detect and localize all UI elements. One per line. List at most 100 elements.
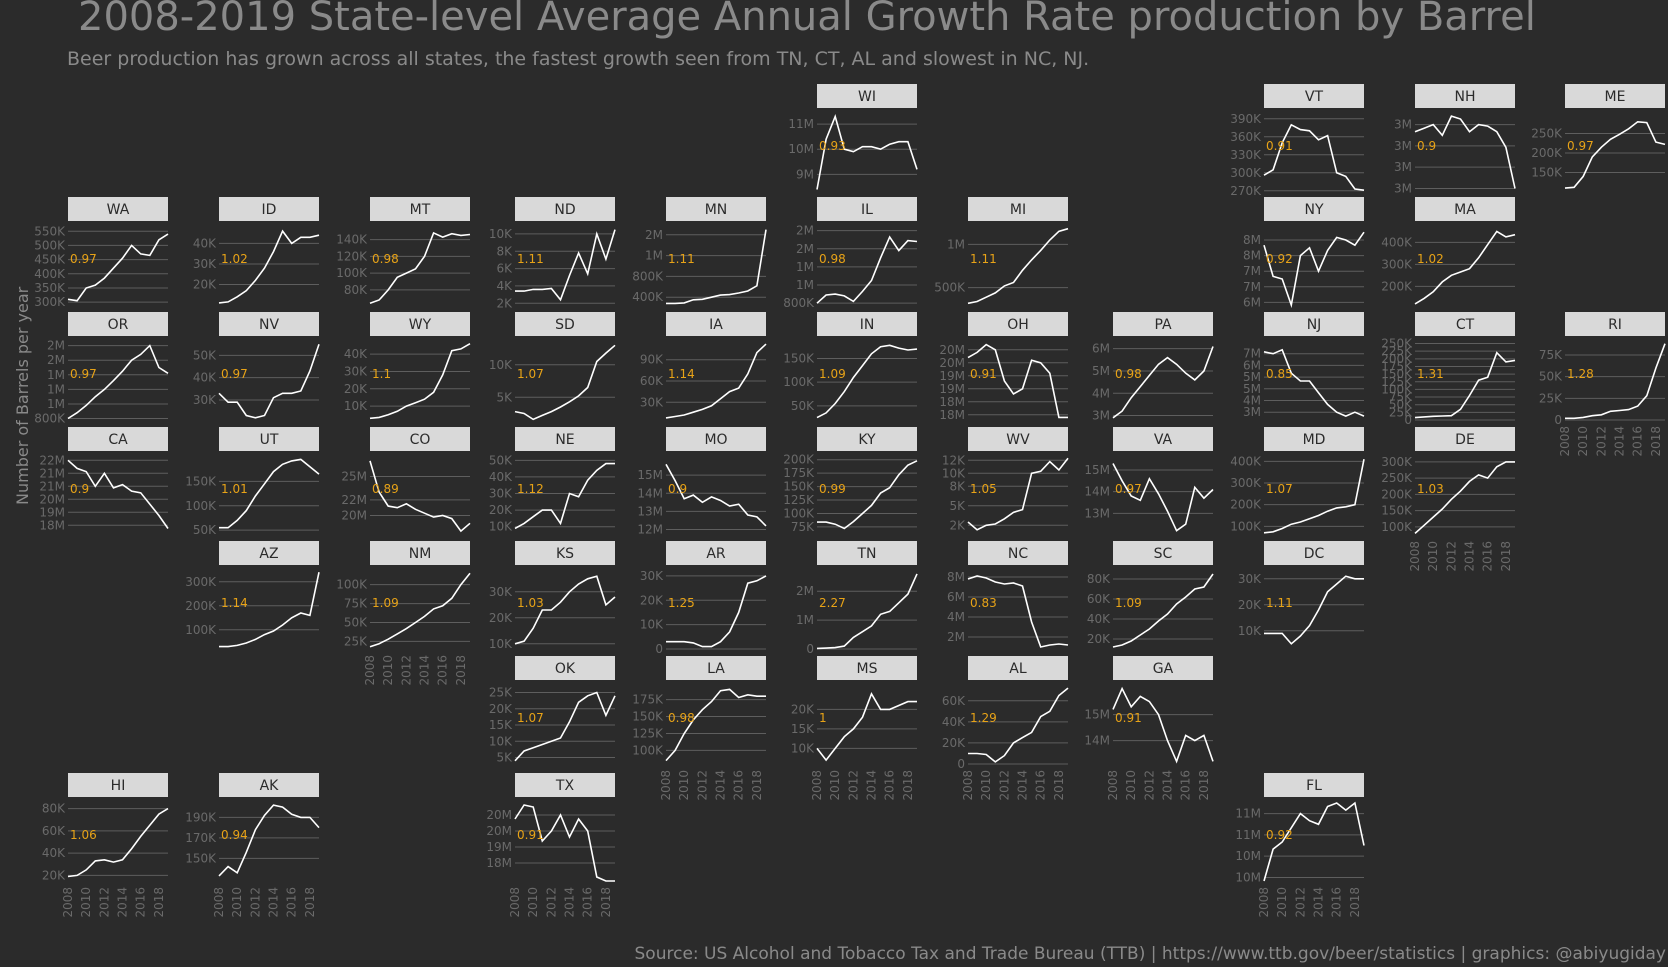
x-tick-label: 2018 <box>1197 770 1211 801</box>
y-tick-label: 12M <box>637 523 663 537</box>
y-tick-label: 9M <box>796 167 814 181</box>
y-tick-label: 5M <box>1243 382 1261 396</box>
y-tick-label: 6M <box>1092 342 1110 356</box>
strip-al <box>968 656 1068 680</box>
strip-label: NY <box>1304 202 1323 218</box>
y-tick-label: 11M <box>1235 828 1261 842</box>
growth-rate-label: 1.07 <box>517 367 544 381</box>
y-tick-label: 10K <box>489 734 513 748</box>
x-tick-label: 2008 <box>961 770 975 801</box>
series-line-me <box>1564 120 1666 189</box>
x-tick-label: 2016 <box>134 887 148 918</box>
strip-ca <box>68 427 168 451</box>
series-line-ma <box>1414 230 1516 305</box>
y-tick-label: 10K <box>489 358 513 372</box>
y-tick-label: 0 <box>1554 413 1562 427</box>
x-tick-label: 2008 <box>1558 426 1572 457</box>
panel-hi: HI 20K 40K 60K 80K 1.06 2008 2010 2012 2014 2016 20… <box>42 773 169 918</box>
y-tick-label: 15M <box>1084 708 1110 722</box>
strip-or <box>68 312 168 336</box>
y-tick-label: 2M <box>645 228 663 242</box>
series-line-wv <box>967 457 1069 531</box>
strip-label: UT <box>260 432 279 448</box>
x-tick-label: 2018 <box>1499 541 1513 572</box>
y-tick-label: 125K <box>632 726 664 740</box>
growth-rate-label: 1.14 <box>221 596 248 610</box>
strip-label: WY <box>409 317 432 333</box>
y-tick-label: 50K <box>1539 370 1563 384</box>
y-tick-label: 400K <box>1381 235 1413 249</box>
strip-wi <box>817 84 917 108</box>
series-line-nv <box>218 343 320 419</box>
strip-ri <box>1565 312 1665 336</box>
y-tick-label: 10M <box>1235 849 1261 863</box>
x-tick-label: 2012 <box>846 770 860 801</box>
x-tick-label: 2018 <box>1348 887 1362 918</box>
panel-ms: MS 10K 15K 20K 1 2008 2010 2012 2014 2016 2018 <box>791 656 917 801</box>
series-line-ga <box>1112 686 1214 764</box>
strip-label: SD <box>555 317 575 333</box>
growth-rate-label: 1.03 <box>517 596 544 610</box>
x-tick-label: 2008 <box>61 887 75 918</box>
strip-label: OH <box>1007 317 1029 333</box>
y-tick-label: 200K <box>185 599 217 613</box>
y-tick-label: 150K <box>1381 504 1413 518</box>
x-tick-label: 2010 <box>979 770 993 801</box>
y-tick-label: 40K <box>193 236 217 250</box>
panel-ut: UT 50K 100K 150K 1.01 <box>185 427 320 537</box>
panel-mt: MT 80K 100K 120K 140K 0.98 <box>336 197 471 305</box>
series-line-ca <box>67 459 169 529</box>
strip-label: VT <box>1305 89 1324 105</box>
y-tick-label: 40K <box>193 371 217 385</box>
y-tick-label: 140K <box>336 233 368 247</box>
y-tick-label: 175K <box>783 466 815 480</box>
y-tick-label: 150K <box>783 480 815 494</box>
strip-me <box>1565 84 1665 108</box>
y-tick-label: 100K <box>336 578 368 592</box>
panel-va: VA 13M 14M 15M 0.97 <box>1084 427 1214 532</box>
chart-subtitle: Beer production has grown across all sta… <box>67 48 1090 70</box>
y-tick-label: 20K <box>489 503 513 517</box>
panel-dc: DC 10K 20K 30K 1.11 <box>1238 541 1364 645</box>
strip-label: WA <box>107 202 130 218</box>
y-tick-label: 4M <box>1092 386 1110 400</box>
y-tick-label: 30K <box>1238 572 1262 586</box>
y-tick-label: 40K <box>1087 612 1111 626</box>
y-tick-label: 20K <box>193 277 217 291</box>
panel-tn: TN 0 1M 2M 2.27 <box>796 541 918 656</box>
y-tick-label: 20K <box>344 382 368 396</box>
x-tick-label: 2018 <box>1649 426 1663 457</box>
y-tick-label: 100K <box>1230 519 1262 533</box>
y-tick-label: 100K <box>1381 382 1413 396</box>
y-tick-label: 4K <box>496 279 513 293</box>
panel-wy: WY 10K 20K 30K 40K 1.1 <box>344 312 471 420</box>
growth-rate-label: 1.31 <box>1417 367 1444 381</box>
x-tick-label: 2016 <box>732 770 746 801</box>
series-line-wa <box>67 233 169 302</box>
y-tick-label: 225K <box>1381 344 1413 358</box>
strip-label: GA <box>1153 661 1174 677</box>
x-tick-label: 2010 <box>677 770 691 801</box>
y-tick-label: 25K <box>1389 405 1413 419</box>
y-tick-label: 15K <box>791 722 815 736</box>
x-tick-label: 2014 <box>714 770 728 801</box>
y-tick-label: 0 <box>1404 413 1412 427</box>
x-tick-label: 2018 <box>750 770 764 801</box>
y-tick-label: 4M <box>1243 394 1261 408</box>
growth-rate-label: 1.11 <box>668 252 695 266</box>
series-line-in <box>816 344 918 419</box>
panel-ma: MA 200K 300K 400K 1.02 <box>1381 197 1516 305</box>
y-tick-label: 2M <box>47 339 65 353</box>
growth-rate-label: 0.97 <box>70 367 97 381</box>
growth-rate-label: 0.91 <box>970 367 997 381</box>
y-tick-label: 22M <box>39 453 65 467</box>
x-tick-label: 2012 <box>695 770 709 801</box>
x-tick-label: 2018 <box>303 887 317 918</box>
x-tick-label: 2012 <box>97 887 111 918</box>
strip-label: AZ <box>259 546 278 562</box>
y-tick-label: 100K <box>185 623 217 637</box>
strip-ma <box>1415 197 1515 221</box>
strip-ar <box>666 541 766 565</box>
